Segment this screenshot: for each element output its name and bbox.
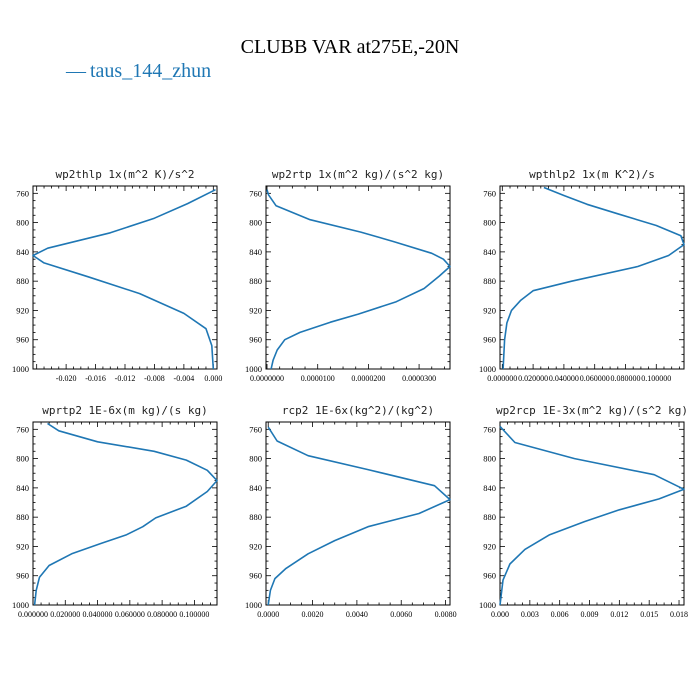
y-tick-label: 920 [249,541,262,551]
y-tick-label: 840 [483,483,496,493]
x-tick-label: -0.008 [144,374,165,383]
y-tick-label: 840 [16,483,29,493]
y-tick-label: 760 [483,188,496,198]
x-tick-label: 0.0000 [257,610,279,619]
x-tick-label: 0.0000200 [351,374,385,383]
y-tick-label: 760 [16,188,29,198]
x-tick-label: 0.000000 [18,610,48,619]
y-tick-label: 1000 [12,364,29,374]
x-tick-label: 0.015 [640,610,658,619]
page-title: CLUBB VAR at275E,-20N [240,36,460,58]
x-tick-label: -0.016 [85,374,106,383]
panel-title: wp2rcp 1E-3x(m^2 kg)/(s^2 kg) [496,404,688,417]
y-tick-label: 1000 [12,600,29,610]
x-tick-label: -0.012 [115,374,136,383]
y-tick-label: 760 [249,188,262,198]
x-tick-label: 0.100000 [179,610,209,619]
y-tick-label: 920 [16,541,29,551]
y-tick-label: 880 [249,512,262,522]
x-tick-label: 0.0080 [435,610,457,619]
x-tick-label: -0.020 [56,374,77,383]
y-tick-label: 960 [483,571,496,581]
x-tick-label: 0.000 [204,374,222,383]
x-tick-label: 0.060000 [580,374,610,383]
y-tick-label: 800 [483,218,496,228]
x-tick-label: 0.009 [581,610,599,619]
legend-label: taus_144_zhun [90,60,212,82]
panel-title: wpthlp2 1x(m K^2)/s [529,168,655,181]
legend: — taus_144_zhun [66,60,211,83]
y-tick-label: 880 [249,276,262,286]
x-tick-label: 0.040000 [83,610,113,619]
y-tick-label: 840 [249,483,262,493]
x-tick-label: 0.0040 [346,610,368,619]
y-tick-label: 760 [483,424,496,434]
y-tick-label: 800 [16,454,29,464]
y-tick-label: 920 [16,305,29,315]
panel-title: wprtp2 1E-6x(m kg)/(s kg) [42,404,208,417]
y-tick-label: 920 [483,541,496,551]
y-tick-label: 1000 [479,600,496,610]
x-tick-label: 0.040000 [549,374,579,383]
x-tick-label: -0.004 [174,374,195,383]
y-tick-label: 800 [16,218,29,228]
panel-frame [32,421,218,606]
y-tick-label: 960 [483,335,496,345]
series-line [499,425,685,606]
x-tick-label: 0.020000 [518,374,548,383]
y-tick-label: 800 [483,454,496,464]
y-tick-label: 960 [16,571,29,581]
x-tick-label: 0.006 [551,610,569,619]
legend-line-icon: — [66,60,86,82]
x-tick-label: 0.020000 [50,610,80,619]
series-line [32,188,216,370]
y-tick-label: 760 [249,424,262,434]
series-line [33,422,218,606]
panel-frame [265,421,451,606]
y-tick-label: 840 [249,247,262,257]
x-tick-label: 0.080000 [147,610,177,619]
x-tick-label: 0.0000100 [301,374,335,383]
x-tick-label: 0.060000 [115,610,145,619]
y-tick-label: 1000 [245,364,262,374]
y-tick-label: 880 [16,512,29,522]
y-tick-label: 960 [249,571,262,581]
series-line [267,426,451,606]
x-tick-label: 0.0020 [302,610,324,619]
y-tick-label: 920 [249,305,262,315]
x-tick-label: 0.0000000 [250,374,284,383]
y-tick-label: 880 [16,276,29,286]
y-tick-label: 760 [16,424,29,434]
x-tick-label: 0.000 [491,610,509,619]
series-line [266,189,451,370]
x-tick-label: 0.0000300 [402,374,436,383]
x-tick-label: 0.100000 [641,374,671,383]
x-tick-label: 0.0060 [390,610,412,619]
y-tick-label: 960 [249,335,262,345]
panel-frame [32,185,218,370]
panel-title: wp2rtp 1x(m^2 kg)/(s^2 kg) [272,168,444,181]
panel-title: rcp2 1E-6x(kg^2)/(kg^2) [282,404,434,417]
y-tick-label: 920 [483,305,496,315]
x-tick-label: 0.012 [610,610,628,619]
y-tick-label: 880 [483,276,496,286]
x-tick-label: 0.018 [670,610,688,619]
y-tick-label: 960 [16,335,29,345]
y-tick-label: 840 [483,247,496,257]
y-tick-label: 880 [483,512,496,522]
series-line [502,186,685,370]
y-tick-label: 840 [16,247,29,257]
x-tick-label: 0.000000 [487,374,517,383]
y-tick-label: 1000 [245,600,262,610]
panel-frame [499,421,685,606]
y-tick-label: 800 [249,218,262,228]
x-tick-label: 0.080000 [610,374,640,383]
panel-frame [265,185,451,370]
y-tick-label: 1000 [479,364,496,374]
panel-frame [499,185,685,370]
panel-title: wp2thlp 1x(m^2 K)/s^2 [55,168,194,181]
y-tick-label: 800 [249,454,262,464]
x-tick-label: 0.003 [521,610,539,619]
